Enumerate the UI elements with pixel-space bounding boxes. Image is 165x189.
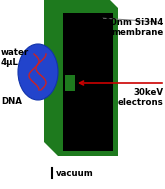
Text: 30keV
electrons: 30keV electrons (117, 88, 163, 107)
Polygon shape (44, 0, 118, 8)
Bar (58, 8, 118, 156)
Bar (63, 13, 113, 151)
Polygon shape (44, 0, 58, 156)
Polygon shape (44, 0, 104, 142)
Text: 100nm Si3N4
membrane: 100nm Si3N4 membrane (99, 18, 163, 37)
Text: water
4μL: water 4μL (1, 48, 29, 67)
Bar (65, 75, 75, 91)
Ellipse shape (18, 44, 58, 100)
Text: vacuum: vacuum (56, 169, 94, 178)
Text: DNA: DNA (1, 97, 22, 106)
